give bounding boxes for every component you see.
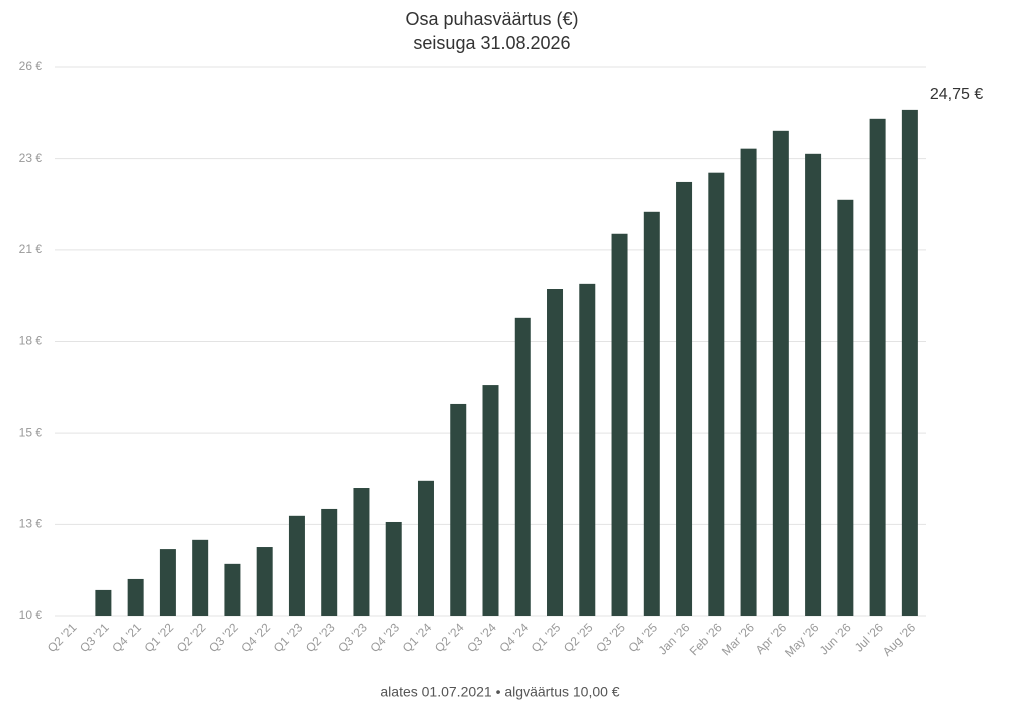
x-tick-label: Q4 '22	[238, 620, 273, 655]
x-tick-label: Q1 '23	[271, 620, 306, 655]
x-tick-label: Q1 '22	[142, 620, 177, 655]
x-tick-label: Q1 '24	[400, 620, 435, 655]
x-tick-label: Aug '26	[880, 620, 919, 659]
bar	[643, 211, 660, 616]
bar	[869, 118, 886, 616]
x-tick-label: Q4 '25	[626, 620, 661, 655]
x-tick-label: Jan '26	[655, 620, 692, 657]
y-tick-label: 23 €	[19, 151, 43, 165]
bar	[385, 521, 402, 616]
x-tick-label: Q2 '22	[174, 620, 209, 655]
x-tick-label: Q3 '23	[335, 620, 370, 655]
bar	[708, 172, 725, 616]
x-tick-label: Q3 '21	[77, 620, 112, 655]
bar	[95, 589, 112, 616]
x-tick-label: Q2 '25	[561, 620, 596, 655]
bar	[740, 148, 757, 616]
bar	[288, 515, 305, 616]
y-tick-label: 21 €	[19, 242, 43, 256]
x-tick-label: Q1 '25	[529, 620, 564, 655]
x-tick-label: Q2 '23	[303, 620, 338, 655]
bar	[901, 109, 918, 616]
x-tick-label: Q3 '22	[206, 620, 241, 655]
x-tick-label: Q2 '21	[45, 620, 80, 655]
bar	[159, 549, 176, 616]
bar	[224, 563, 241, 616]
x-tick-label: Q3 '24	[464, 620, 499, 655]
bar	[611, 233, 628, 617]
bar	[482, 385, 499, 616]
y-tick-label: 26 €	[19, 59, 43, 73]
x-tick-label: Feb '26	[687, 620, 725, 658]
bar	[417, 480, 434, 616]
y-tick-label: 15 €	[19, 425, 43, 439]
chart-subtitle: seisuga 31.08.2026	[413, 33, 570, 53]
x-tick-label: Jun '26	[817, 620, 854, 657]
x-tick-label: Q4 '21	[109, 620, 144, 655]
bar	[514, 317, 531, 616]
bar	[837, 199, 854, 616]
y-tick-label: 18 €	[19, 334, 43, 348]
x-tick-label: Q3 '25	[593, 620, 628, 655]
bar	[321, 508, 338, 616]
x-tick-label: Q2 '24	[432, 620, 467, 655]
bar	[450, 403, 467, 616]
y-tick-label: 13 €	[19, 517, 43, 531]
bar	[805, 153, 822, 617]
bar	[772, 130, 789, 617]
chart-title: Osa puhasväärtus (€)	[405, 9, 578, 29]
y-tick-label: 10 €	[19, 608, 43, 622]
chart-footer: alates 01.07.2021 • algväärtus 10,00 €	[380, 684, 619, 700]
x-tick-label: Q4 '23	[367, 620, 402, 655]
x-tick-label: Q4 '24	[496, 620, 531, 655]
bar	[127, 578, 144, 616]
value-annotation: 24,75 €	[930, 86, 983, 103]
bar	[676, 181, 693, 616]
bar	[353, 488, 370, 616]
bar	[256, 547, 273, 616]
bar	[547, 289, 564, 616]
bar	[579, 283, 596, 616]
bar	[192, 539, 209, 616]
x-tick-label: May '26	[782, 620, 822, 660]
x-tick-label: Mar '26	[719, 620, 757, 658]
